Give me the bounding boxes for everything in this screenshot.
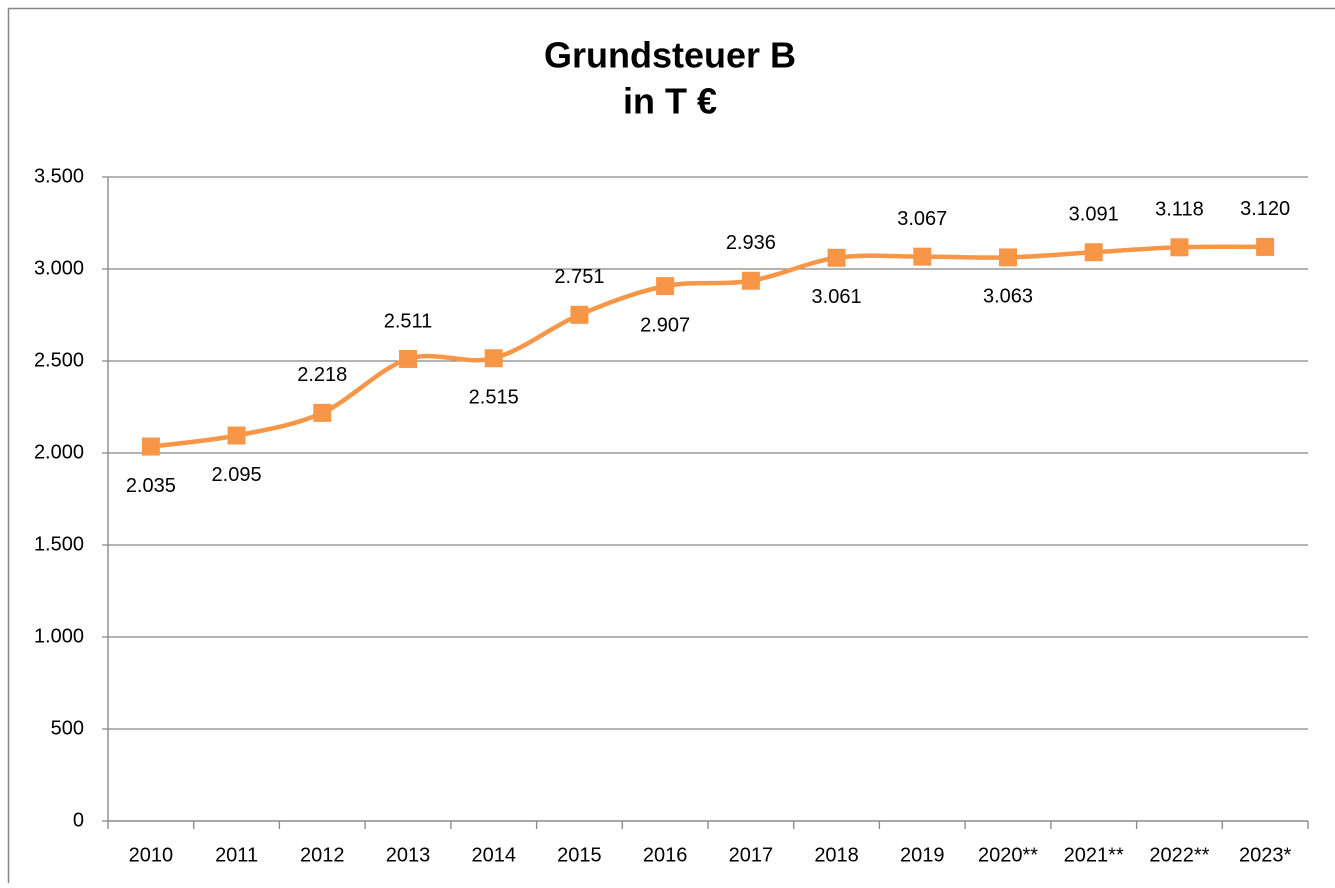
data-point	[399, 350, 417, 368]
x-tick-label: 2010	[129, 844, 174, 866]
data-label: 3.091	[1069, 204, 1119, 226]
data-label: 2.751	[554, 266, 604, 288]
y-tick-label: 500	[51, 717, 84, 739]
x-tick-label: 2021**	[1064, 844, 1124, 866]
x-tick-label: 2018	[814, 844, 859, 866]
data-point	[485, 349, 503, 367]
y-tick-label: 2.500	[34, 349, 84, 371]
data-label: 2.035	[126, 475, 176, 497]
x-tick-label: 2020**	[978, 844, 1038, 866]
data-label: 3.063	[983, 286, 1033, 308]
x-tick-label: 2019	[900, 844, 945, 866]
data-label: 2.907	[640, 314, 690, 336]
data-label: 2.095	[212, 464, 262, 486]
x-tick-label: 2014	[471, 844, 516, 866]
data-point	[656, 277, 674, 295]
x-tick-label: 2015	[557, 844, 602, 866]
data-label: 2.511	[384, 310, 433, 332]
data-point	[742, 272, 760, 290]
x-tick-label: 2017	[729, 844, 774, 866]
data-point	[1170, 238, 1188, 256]
y-tick-label: 0	[73, 809, 84, 831]
data-point	[313, 404, 331, 422]
y-tick-label: 3.500	[34, 165, 84, 187]
data-label: 2.218	[297, 364, 347, 386]
data-point	[570, 306, 588, 324]
data-label: 2.936	[726, 232, 776, 254]
x-tick-label: 2011	[215, 844, 258, 866]
x-tick-label: 2016	[643, 844, 688, 866]
y-tick-label: 3.000	[34, 257, 84, 279]
data-label: 2.515	[469, 387, 519, 409]
y-tick-label: 1.000	[34, 625, 84, 647]
data-point	[142, 438, 160, 456]
x-tick-label: 2012	[300, 844, 345, 866]
chart-title: Grundsteuer B	[544, 35, 796, 76]
data-label: 3.118	[1155, 199, 1204, 221]
chart-subtitle: in T €	[623, 81, 717, 122]
data-point	[228, 427, 246, 445]
y-tick-label: 1.500	[34, 533, 84, 555]
x-tick-label: 2022**	[1149, 844, 1209, 866]
y-tick-label: 2.000	[34, 441, 84, 463]
data-point	[1085, 243, 1103, 261]
data-point	[999, 248, 1017, 266]
data-label: 3.120	[1240, 198, 1290, 220]
data-label: 3.061	[812, 286, 862, 308]
x-tick-label: 2013	[386, 844, 431, 866]
data-point	[1256, 238, 1274, 256]
data-point	[913, 248, 931, 266]
data-point	[828, 249, 846, 267]
x-tick-label: 2023*	[1239, 844, 1291, 866]
data-label: 3.067	[897, 208, 947, 230]
chart-frame	[9, 9, 1335, 884]
